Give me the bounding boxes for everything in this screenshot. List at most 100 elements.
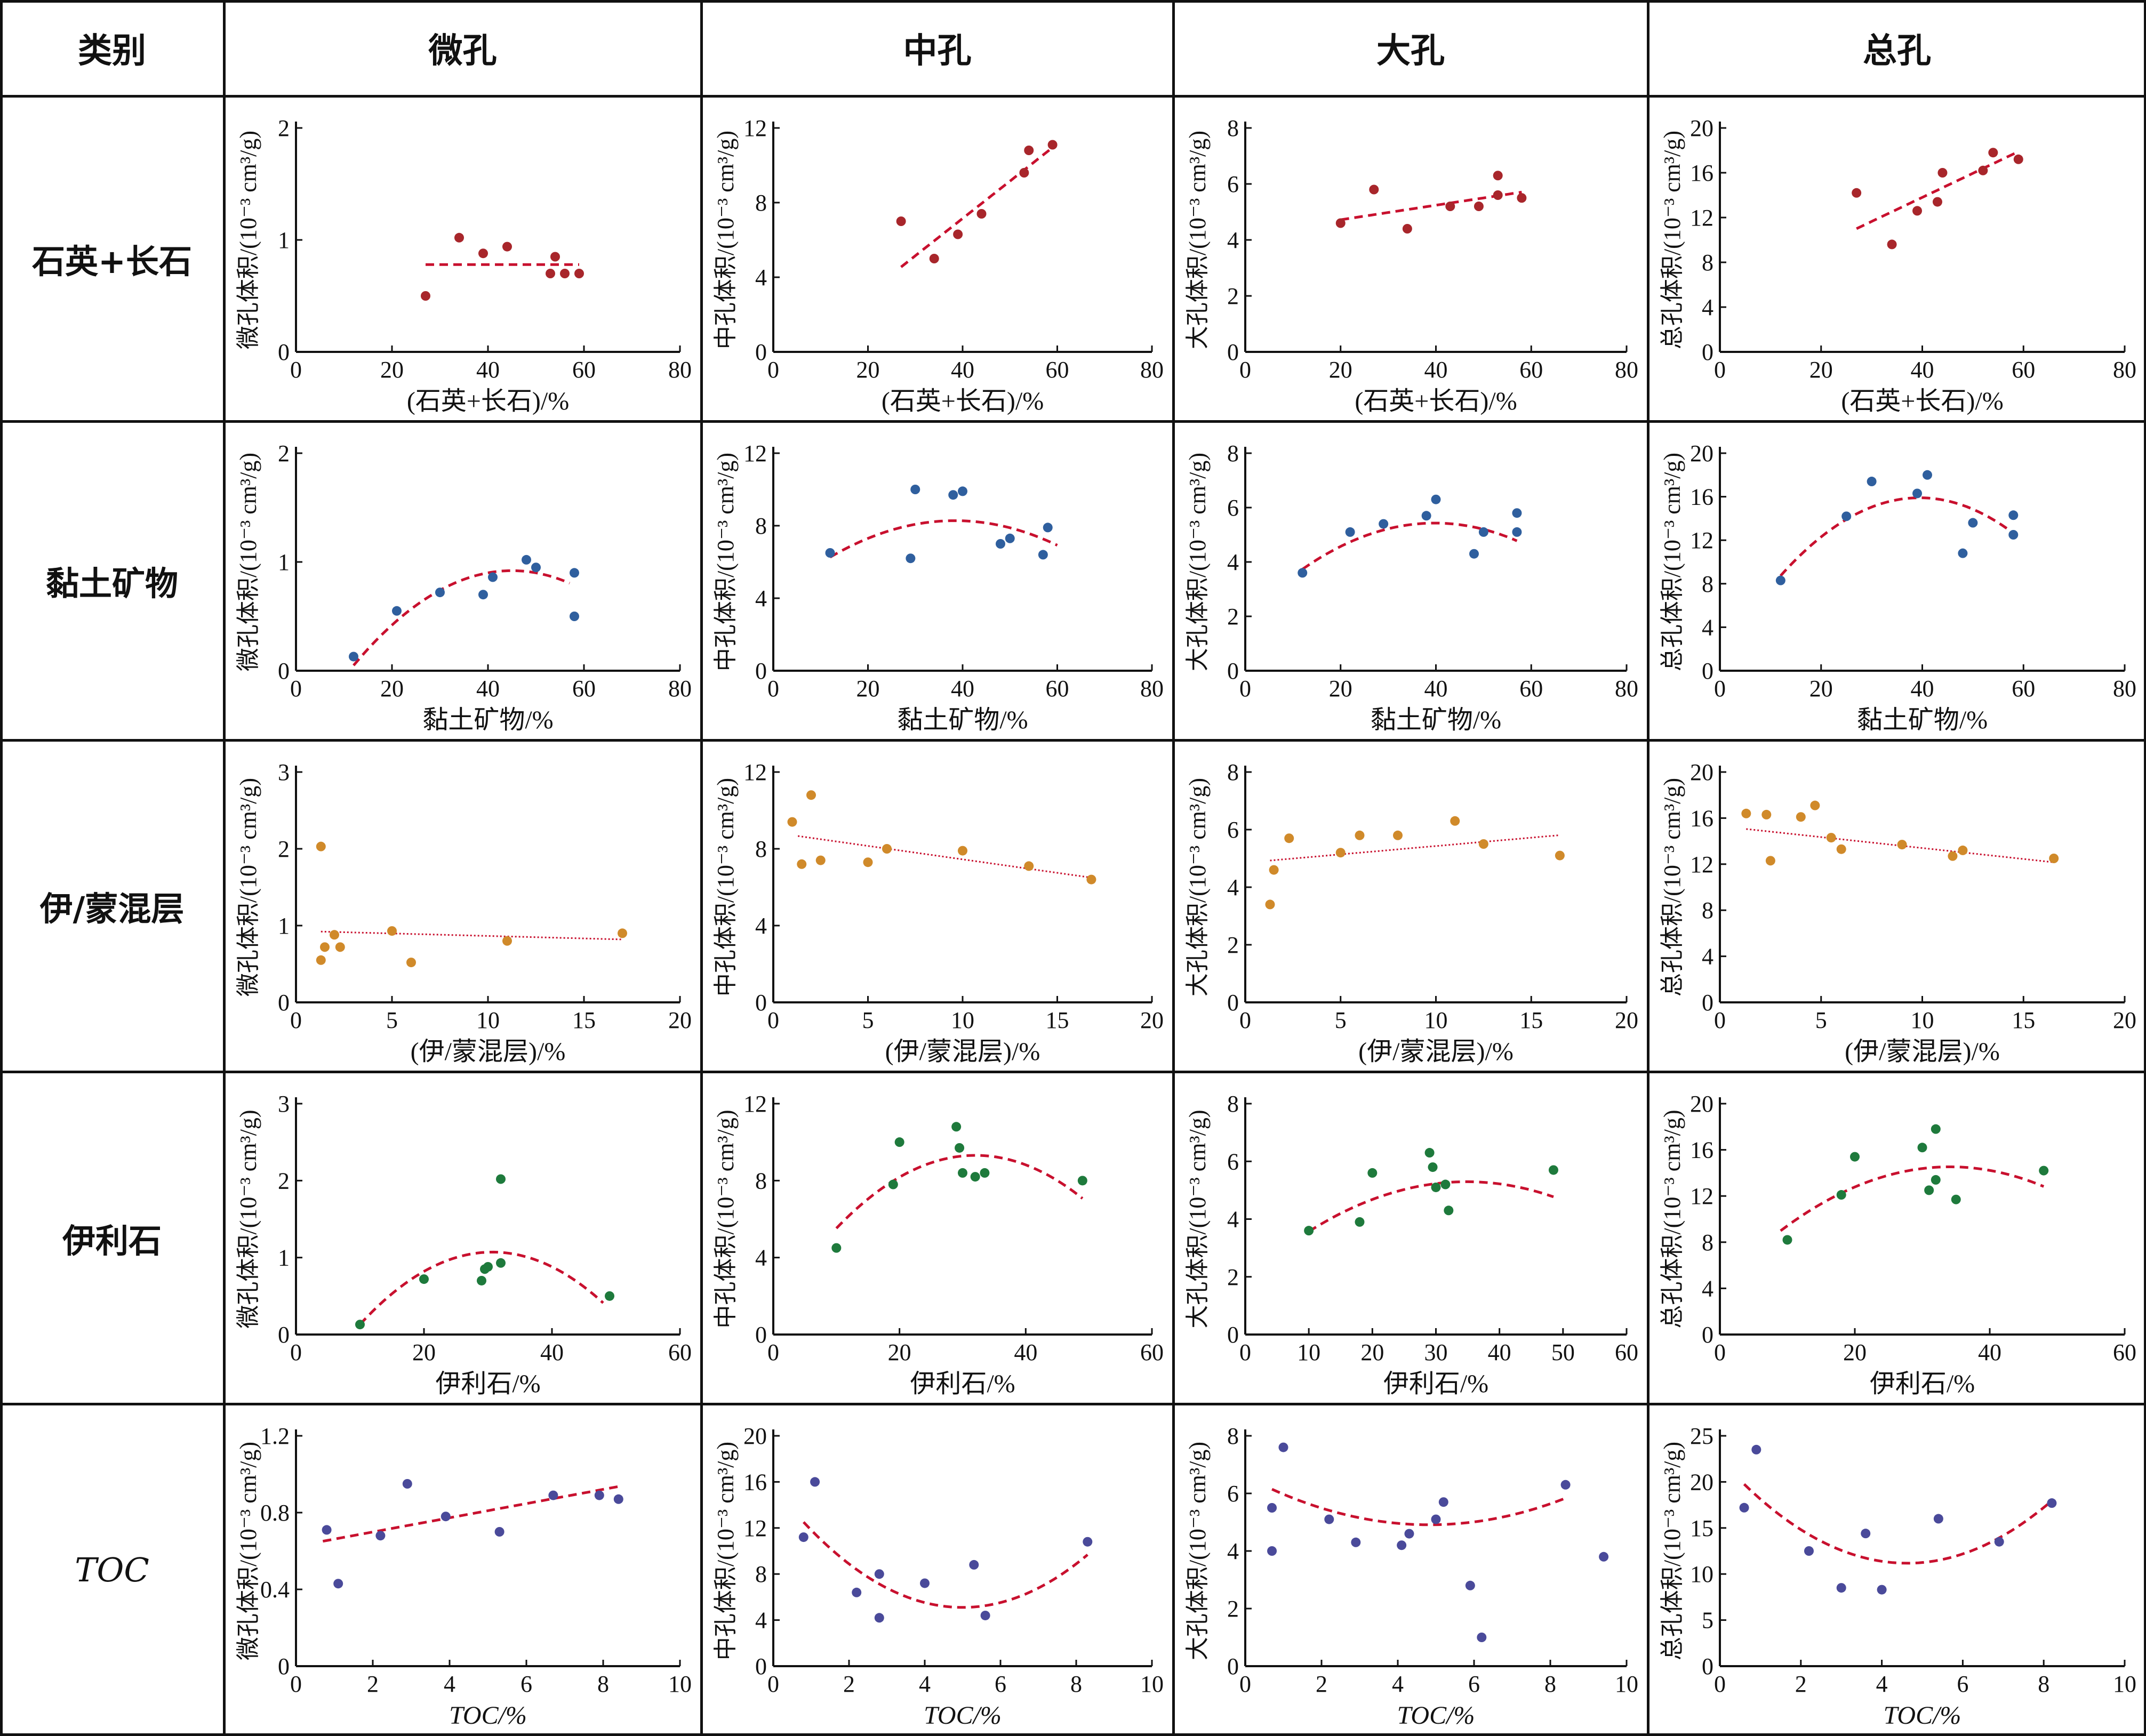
data-point (1931, 1175, 1941, 1185)
x-tick-label: 0 (767, 676, 779, 702)
x-tick-label: 40 (1424, 357, 1448, 383)
y-tick-label: 8 (1702, 897, 1713, 923)
scatter-chart-r1-c1: 0 20 40 60 80 0 1 2 (石英+长石)/% 微孔体积/(10⁻³ cm³/g) (235, 115, 692, 415)
x-tick-label: 8 (1544, 1671, 1556, 1697)
x-tick-label: 6 (995, 1671, 1006, 1697)
x-tick-label: 60 (1046, 676, 1069, 702)
data-point (980, 1168, 990, 1178)
x-axis-label: (伊/蒙混层)/% (411, 1038, 566, 1066)
data-point (1493, 190, 1503, 200)
data-point (920, 1578, 930, 1588)
data-point (2013, 154, 2023, 164)
table-rule (0, 1071, 2146, 1073)
y-tick-label: 8 (1227, 1423, 1239, 1449)
row-label-4: 伊利石 (62, 1221, 162, 1260)
x-axis-label: (石英+长石)/% (1355, 387, 1517, 415)
y-tick-label: 0.8 (260, 1500, 290, 1526)
x-tick-label: 10 (2113, 1671, 2136, 1697)
table-rule (0, 739, 2146, 742)
x-tick-label: 20 (1809, 357, 1833, 383)
y-tick-label: 3 (278, 1091, 290, 1117)
data-point (894, 1137, 904, 1147)
y-tick-label: 4 (1227, 1538, 1239, 1564)
y-axis-label: 微孔体积/(10⁻³ cm³/g) (235, 1442, 261, 1660)
scatter-chart-r3-c1: 0 5 10 15 20 0 1 2 3 (伊/蒙混层)/% 微孔体积/(10⁻³ cm³/g) (235, 759, 692, 1066)
data-point (1912, 206, 1923, 216)
data-point (1335, 218, 1346, 228)
x-tick-label: 5 (386, 1007, 398, 1033)
y-axis-label: 总孔体积/(10⁻³ cm³/g) (1659, 453, 1685, 671)
x-tick-label: 40 (1014, 1339, 1037, 1365)
data-point (1402, 224, 1412, 234)
y-tick-label: 20 (1690, 440, 1713, 467)
y-tick-label: 12 (1690, 527, 1713, 553)
x-axis-label: TOC/% (1884, 1701, 1961, 1730)
trend-line (1856, 150, 2019, 230)
table-rule (700, 0, 703, 1735)
x-tick-label: 0 (767, 1339, 779, 1365)
x-axis-label: 伊利石/% (910, 1370, 1015, 1398)
x-tick-label: 20 (1360, 1339, 1384, 1365)
data-point (787, 817, 797, 827)
data-point (419, 1274, 429, 1284)
x-tick-label: 0 (767, 1671, 779, 1697)
y-axis-label: 大孔体积/(10⁻³ cm³/g) (1184, 1442, 1211, 1660)
data-point (330, 930, 339, 940)
x-tick-label: 6 (1957, 1671, 1968, 1697)
data-point (1355, 830, 1365, 840)
x-tick-label: 5 (862, 1007, 874, 1033)
data-point (831, 1243, 842, 1253)
y-axis-label: 中孔体积/(10⁻³ cm³/g) (712, 1110, 739, 1328)
data-point (1917, 1143, 1927, 1153)
scatter-chart-r1-c3: 0 20 40 60 80 0 2 4 6 8 (石英+长石)/% 大孔体积/(10⁻³ cm³/g) (1184, 115, 1638, 415)
data-point (929, 254, 939, 263)
data-point (2047, 1498, 2057, 1508)
y-tick-label: 0 (1227, 658, 1239, 684)
y-tick-label: 8 (755, 513, 767, 539)
data-point (810, 1477, 820, 1487)
data-point (1867, 477, 1877, 487)
data-point (1269, 865, 1279, 875)
data-point (570, 612, 579, 621)
y-tick-label: 8 (1227, 1091, 1239, 1117)
data-point (1267, 1503, 1277, 1513)
data-point (1804, 1546, 1814, 1556)
y-axis-label: 大孔体积/(10⁻³ cm³/g) (1184, 1110, 1211, 1328)
x-tick-label: 0 (290, 1007, 302, 1033)
x-axis-label: (伊/蒙混层)/% (885, 1038, 1040, 1066)
x-tick-label: 80 (2113, 357, 2136, 383)
data-point (1369, 184, 1379, 195)
data-point (1043, 523, 1053, 533)
data-point (806, 790, 816, 800)
data-point (570, 568, 579, 578)
x-tick-label: 60 (572, 676, 596, 702)
trend-line (1270, 834, 1560, 862)
y-tick-label: 0 (755, 339, 767, 365)
trend-line (1743, 1483, 2053, 1565)
trend-line (1340, 190, 1522, 221)
scatter-chart-r2-c2: 0 20 40 60 80 0 4 8 12 黏土矿物/% 中孔体积/(10⁻³ cm³/g) (712, 440, 1164, 734)
y-tick-label: 6 (1227, 495, 1239, 521)
data-point (454, 232, 464, 243)
data-point (798, 1532, 808, 1542)
data-point (1924, 1185, 1934, 1195)
data-point (1861, 1529, 1871, 1539)
data-point (958, 1168, 967, 1178)
data-point (1284, 833, 1294, 843)
y-tick-label: 20 (1690, 1091, 1713, 1117)
data-point (1431, 494, 1441, 504)
y-tick-label: 2 (278, 115, 290, 141)
header-column-3: 大孔 (1376, 31, 1445, 71)
x-tick-label: 4 (919, 1671, 931, 1697)
x-tick-label: 20 (888, 1339, 911, 1365)
y-tick-label: 0 (755, 990, 767, 1016)
data-point (1478, 527, 1488, 537)
y-tick-label: 8 (755, 190, 767, 216)
y-tick-label: 4 (1702, 1275, 1713, 1301)
y-tick-label: 25 (1690, 1423, 1713, 1449)
y-tick-label: 12 (1690, 851, 1713, 878)
x-tick-label: 60 (2012, 357, 2035, 383)
data-point (1739, 1502, 1749, 1513)
x-tick-label: 20 (1615, 1007, 1638, 1033)
